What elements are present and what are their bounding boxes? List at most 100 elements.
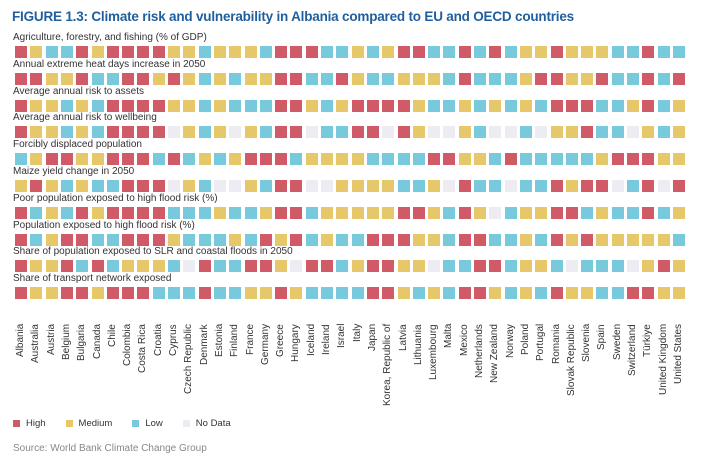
heatmap-cell <box>45 126 58 139</box>
heatmap-cell <box>30 153 43 166</box>
heatmap-cell <box>611 260 624 273</box>
heatmap-cell <box>152 287 165 300</box>
heatmap-cell <box>275 72 288 85</box>
heatmap-cell <box>60 46 73 58</box>
legend: High Medium Low No Data <box>13 418 251 429</box>
heatmap-cell <box>137 46 150 58</box>
heatmap-cell <box>152 260 165 273</box>
heatmap-cell <box>106 287 119 300</box>
country-label: Norway <box>504 324 516 358</box>
heatmap-cell <box>672 46 685 58</box>
heatmap-cell <box>535 126 548 139</box>
heatmap-cell <box>229 206 242 219</box>
heatmap-cell <box>428 206 441 219</box>
heatmap-cell <box>642 233 655 246</box>
heatmap-cell <box>198 72 211 85</box>
heatmap-cell <box>198 260 211 273</box>
heatmap-cell <box>581 72 594 85</box>
heatmap-cell <box>76 233 89 246</box>
heatmap-cell <box>627 99 639 112</box>
country-label: Czech Republic <box>183 323 195 394</box>
heatmap-cell <box>244 233 257 246</box>
heatmap-cell <box>30 287 43 300</box>
heatmap-cell <box>305 99 318 112</box>
heatmap-cell <box>229 233 242 246</box>
heatmap-cell <box>30 126 43 139</box>
heatmap-cell <box>504 180 517 192</box>
country-label: Chile <box>106 324 118 347</box>
row-label: Share of transport network exposed <box>13 273 172 285</box>
heatmap-cell <box>428 46 441 58</box>
heatmap-cell <box>213 126 226 139</box>
heatmap-cell <box>305 233 318 246</box>
heatmap-cell <box>244 180 257 192</box>
heatmap-cell <box>443 287 456 300</box>
heatmap-cell <box>76 206 89 219</box>
heatmap-cell <box>244 72 257 85</box>
heatmap-cell <box>565 72 578 85</box>
heatmap-cell <box>458 260 471 273</box>
heatmap-cell <box>458 153 471 166</box>
heatmap-cell <box>91 206 104 219</box>
heatmap-cell <box>45 72 58 85</box>
heatmap-cell <box>183 72 196 85</box>
heatmap-cell <box>504 72 517 85</box>
heatmap-cell <box>565 99 578 112</box>
heatmap-cell <box>15 206 27 219</box>
country-label: Lithuania <box>412 324 424 365</box>
heatmap-cell <box>412 260 425 273</box>
heatmap-cell <box>596 180 609 192</box>
heatmap-cell <box>428 287 441 300</box>
heatmap-cell <box>60 126 73 139</box>
heatmap-cell <box>565 153 578 166</box>
country-label: Israel <box>336 323 348 348</box>
heatmap-cell <box>581 206 594 219</box>
heatmap-cell <box>382 46 395 58</box>
heatmap-cell <box>412 287 425 300</box>
heatmap-cell <box>657 72 670 85</box>
heatmap-cell <box>290 46 303 58</box>
heatmap-cell <box>366 99 379 112</box>
heatmap-cell <box>504 287 517 300</box>
heatmap-cell <box>168 126 180 139</box>
heatmap-cell <box>137 72 150 85</box>
heatmap-cell <box>76 46 89 58</box>
heatmap-cell <box>443 126 456 139</box>
heatmap-cell <box>443 233 456 246</box>
heatmap-cell <box>229 46 242 58</box>
heatmap-cell <box>152 72 165 85</box>
heatmap-cell <box>642 99 655 112</box>
heatmap-cell <box>76 260 89 273</box>
heatmap-cell <box>229 287 242 300</box>
heatmap-cell <box>15 287 27 300</box>
heatmap-cell <box>627 180 639 192</box>
heatmap-cell <box>122 46 135 58</box>
heatmap-cell <box>198 153 211 166</box>
heatmap-cell <box>275 287 288 300</box>
source-note: Source: World Bank Climate Change Group <box>13 443 207 454</box>
heatmap-cell <box>275 233 288 246</box>
heatmap-cell <box>137 180 150 192</box>
heatmap-cell <box>91 260 104 273</box>
heatmap-cell <box>259 180 272 192</box>
heatmap-cell <box>213 72 226 85</box>
heatmap-cell <box>275 126 288 139</box>
heatmap-cell <box>627 126 639 139</box>
heatmap-cell <box>91 180 104 192</box>
heatmap-cell <box>550 153 563 166</box>
heatmap-cell <box>229 180 242 192</box>
heatmap-cell <box>565 260 578 273</box>
heatmap-cell <box>183 287 196 300</box>
heatmap-cell <box>657 287 670 300</box>
heatmap-cell <box>76 153 89 166</box>
heatmap-cell <box>565 46 578 58</box>
heatmap-cell <box>305 46 318 58</box>
heatmap-cell <box>183 233 196 246</box>
heatmap-cell <box>168 99 180 112</box>
heatmap-cell <box>336 126 349 139</box>
heatmap-cell <box>550 99 563 112</box>
heatmap-cell <box>443 260 456 273</box>
heatmap-cell <box>428 180 441 192</box>
heatmap-cell <box>305 180 318 192</box>
